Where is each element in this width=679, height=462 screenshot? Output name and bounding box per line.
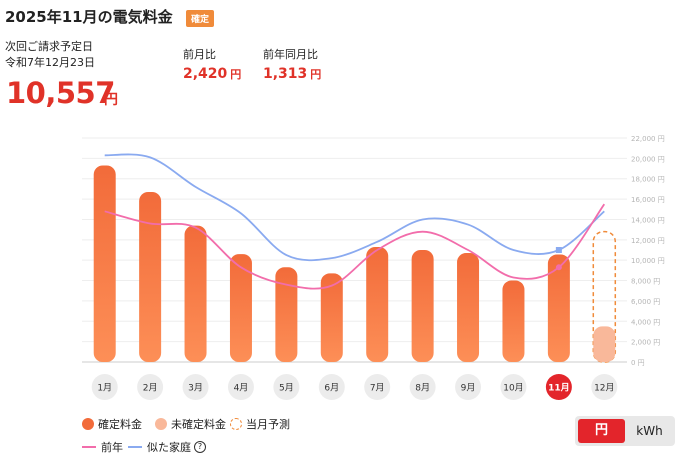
month-pill	[318, 374, 345, 400]
legend-last-year: 前年	[82, 439, 123, 455]
prev-month-diff: 2,420 円	[183, 66, 242, 82]
x-tick-label: 7月	[370, 383, 385, 394]
y-tick-label: 16,000 円	[631, 196, 665, 204]
forecast-bar	[592, 230, 617, 363]
series-line-similar	[104, 153, 605, 262]
next-billing-label: 次回ご請求予定日	[5, 40, 93, 53]
bar-confirmed	[229, 254, 252, 362]
month-pill	[273, 374, 300, 400]
y-tick-label: 14,000 円	[631, 216, 665, 224]
legend-similar: 似た家庭 ?	[128, 439, 206, 455]
month-pill	[91, 374, 118, 400]
x-tick-label: 3月	[188, 383, 203, 394]
bar-confirmed	[93, 165, 116, 362]
status-badge: 確定	[186, 10, 215, 27]
x-tick-label: 2月	[143, 383, 158, 394]
last-year-marker	[555, 264, 562, 271]
unit-toggle: 円 kWh	[575, 416, 675, 446]
bar-confirmed	[275, 267, 298, 362]
y-tick-label: 12,000 円	[631, 237, 665, 245]
x-tick-label: 11月	[548, 383, 570, 394]
prev-month-label: 前月比	[183, 48, 216, 61]
forecast-swatch-icon	[230, 418, 242, 430]
bar-confirmed	[139, 191, 162, 362]
billing-amount: 10,557	[6, 76, 115, 110]
x-tick-label: 6月	[324, 383, 339, 394]
bar-confirmed	[547, 254, 570, 362]
month-pill	[455, 374, 482, 400]
similar-line-icon	[128, 446, 142, 448]
y-tick-label: 0 円	[631, 359, 645, 367]
prev-year-diff: 1,313 円	[263, 66, 322, 82]
x-tick-label: 10月	[503, 383, 523, 394]
month-pill	[545, 374, 572, 400]
y-tick-label: 20,000 円	[631, 155, 665, 163]
bar-unconfirmed	[593, 326, 616, 362]
legend-forecast: 当月予測	[230, 416, 290, 432]
month-pill	[409, 374, 436, 400]
kwh-toggle-button[interactable]: kWh	[636, 424, 663, 438]
billing-amount-unit: 円	[104, 92, 118, 108]
bar-confirmed	[320, 273, 343, 362]
y-tick-label: 22,000 円	[631, 135, 665, 143]
month-pill	[137, 374, 164, 400]
x-tick-label: 5月	[279, 383, 294, 394]
x-tick-label: 4月	[234, 383, 249, 394]
month-pill	[364, 374, 391, 400]
yen-toggle-button[interactable]: 円	[578, 419, 625, 443]
month-pill	[591, 374, 618, 400]
y-tick-label: 18,000 円	[631, 176, 665, 184]
x-tick-label: 8月	[415, 383, 430, 394]
unconfirmed-swatch-icon	[155, 418, 167, 430]
y-tick-label: 10,000 円	[631, 257, 665, 265]
confirmed-swatch-icon	[82, 418, 94, 430]
bar-confirmed	[184, 225, 207, 362]
month-pill	[227, 374, 254, 400]
bar-confirmed	[457, 253, 480, 362]
y-tick-label: 4,000 円	[631, 318, 660, 326]
similar-marker	[555, 247, 562, 253]
month-pill	[182, 374, 209, 400]
x-tick-label: 12月	[594, 383, 614, 394]
page-title: 2025年11月の電気料金	[5, 8, 173, 26]
y-tick-label: 2,000 円	[631, 339, 660, 347]
series-line-last-year	[104, 203, 606, 290]
help-icon[interactable]: ?	[194, 441, 206, 453]
legend-confirmed: 確定料金	[82, 416, 142, 432]
x-tick-label: 9月	[461, 383, 476, 394]
month-pill	[500, 374, 527, 400]
next-billing-date: 令和7年12月23日	[5, 56, 95, 69]
last-year-line-icon	[82, 446, 96, 448]
y-tick-label: 6,000 円	[631, 298, 660, 306]
x-tick-label: 1月	[97, 383, 112, 394]
prev-year-label: 前年同月比	[263, 48, 318, 61]
bar-confirmed	[411, 250, 434, 362]
bar-confirmed	[366, 246, 389, 362]
bar-confirmed	[502, 280, 525, 362]
legend-unconfirmed: 未確定料金	[155, 416, 226, 432]
y-tick-label: 8,000 円	[631, 278, 660, 286]
